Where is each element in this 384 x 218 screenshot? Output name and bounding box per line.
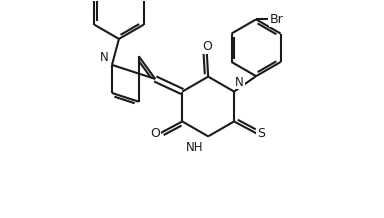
Text: N: N [100,51,109,64]
Text: S: S [257,127,265,140]
Text: N: N [235,76,244,89]
Text: O: O [202,40,212,53]
Text: O: O [151,127,161,140]
Text: Br: Br [270,13,283,26]
Text: NH: NH [186,141,204,154]
